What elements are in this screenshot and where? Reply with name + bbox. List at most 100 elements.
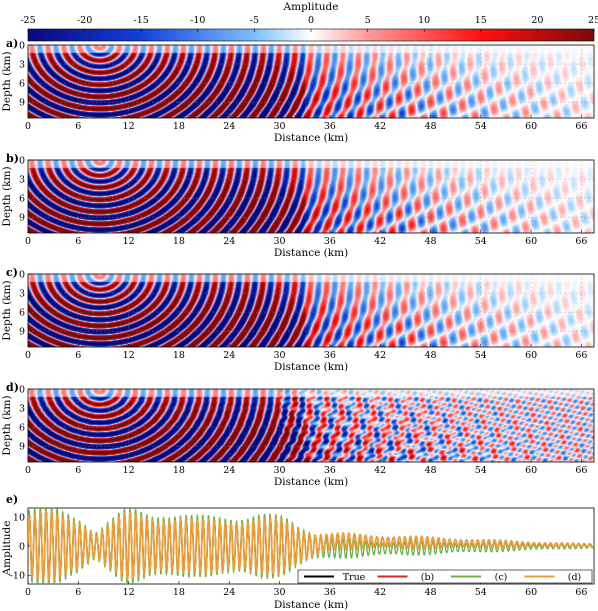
x-tick-label: 30: [274, 350, 286, 361]
x-tick-label: 36: [324, 236, 336, 247]
x-tick-label: 36: [324, 587, 336, 598]
colorbar-tick-label: -15: [134, 15, 149, 26]
x-tick-label: 24: [223, 465, 235, 476]
panel-tag: b): [6, 152, 19, 165]
x-tick-label: 42: [374, 350, 386, 361]
x-tick-label: 18: [173, 587, 185, 598]
legend-label: (b): [421, 572, 435, 583]
panel-frame: [27, 388, 595, 463]
x-tick-label: 12: [123, 465, 135, 476]
x-tick-label: 54: [475, 587, 487, 598]
x-tick-label: 24: [223, 350, 235, 361]
x-tick-label: 66: [575, 587, 587, 598]
x-tick-label: 66: [575, 465, 587, 476]
x-tick-label: 42: [374, 236, 386, 247]
x-tick-label: 36: [324, 465, 336, 476]
chart-series: [28, 508, 594, 584]
y-tick-label: 3: [19, 60, 25, 71]
x-tick-label: 30: [274, 587, 286, 598]
y-tick-label: 0: [19, 542, 25, 553]
panel-tag: c): [6, 266, 18, 279]
y-tick-label: 3: [19, 175, 25, 186]
legend-label: (d): [568, 572, 582, 583]
colorbar-tick-label: 25: [588, 15, 598, 26]
colorbar-tick-label: 0: [308, 15, 314, 26]
legend-box: [297, 569, 593, 584]
y-tick-label: 9: [19, 213, 25, 224]
x-tick-label: 18: [173, 121, 185, 132]
x-tick-label: 12: [123, 587, 135, 598]
x-tick-label: 6: [75, 236, 81, 247]
panel-ylabel: Depth (km): [1, 395, 13, 455]
panel-tag: a): [6, 37, 18, 50]
panel-frame: [27, 273, 595, 348]
x-tick-label: 42: [374, 465, 386, 476]
panel-tag-e: e): [6, 493, 18, 506]
x-tick-label: 0: [25, 121, 31, 132]
panel-frame: [27, 44, 595, 119]
colorbar-tick-label: -25: [20, 15, 35, 26]
colorbar-tick-label: -10: [190, 15, 205, 26]
panel-tag: d): [6, 381, 19, 394]
colorbar-ticks: -25 -20 -15 -10 -5 0 5 10 15 20 25: [20, 15, 598, 32]
x-tick-label: 0: [25, 350, 31, 361]
x-tick-label: 60: [525, 587, 537, 598]
x-tick-label: 6: [75, 465, 81, 476]
series-line-d: [28, 508, 594, 583]
y-tick-label: 0: [19, 41, 25, 52]
wavefield-image: [28, 274, 594, 347]
colorbar-label: Amplitude: [283, 1, 339, 13]
legend-label: True: [343, 572, 366, 583]
x-tick-label: 60: [525, 465, 537, 476]
colorbar-tick-label: 20: [531, 15, 543, 26]
colorbar: Amplitude -25 -20 -15 -10 -5 0 5 10 15 20 25: [20, 1, 598, 42]
x-tick-label: 42: [374, 587, 386, 598]
x-tick-label: 12: [123, 350, 135, 361]
y-tick-label: 9: [19, 327, 25, 338]
wavefield-image: [28, 45, 594, 118]
wavefield-image: [28, 160, 594, 233]
y-tick-label: 6: [19, 423, 25, 434]
y-tick-label: 10: [13, 512, 25, 523]
x-tick-label: 6: [75, 121, 81, 132]
colorbar-tick-label: -5: [250, 15, 259, 26]
x-tick-label: 66: [575, 121, 587, 132]
y-tick-label: -10: [10, 571, 25, 582]
x-tick-label: 48: [424, 350, 436, 361]
panel-ylabel: Depth (km): [1, 51, 13, 111]
x-tick-label: 66: [575, 236, 587, 247]
x-tick-label: 60: [525, 121, 537, 132]
x-tick-label: 0: [25, 587, 31, 598]
x-tick-label: 54: [475, 465, 487, 476]
x-tick-label: 48: [424, 587, 436, 598]
wavefield-image: [28, 389, 594, 462]
chart-legend: True (b) (c) (d): [297, 569, 593, 584]
panel-xlabel: Distance (km): [274, 247, 348, 259]
panel-xlabel: Distance (km): [274, 132, 348, 144]
x-tick-label: 30: [274, 121, 286, 132]
x-tick-label: 18: [173, 236, 185, 247]
x-tick-label: 66: [575, 350, 587, 361]
y-tick-label: 0: [19, 156, 25, 167]
chart-ylabel: Amplitude: [1, 521, 13, 577]
x-tick-label: 30: [274, 236, 286, 247]
y-tick-label: 9: [19, 442, 25, 453]
y-tick-label: 3: [19, 404, 25, 415]
y-tick-label: 3: [19, 289, 25, 300]
y-tick-label: 0: [19, 270, 25, 281]
legend-label: (c): [495, 572, 508, 583]
x-tick-label: 54: [475, 236, 487, 247]
x-tick-label: 0: [25, 236, 31, 247]
x-tick-label: 6: [75, 587, 81, 598]
x-tick-label: 24: [223, 587, 235, 598]
x-tick-label: 12: [123, 121, 135, 132]
colorbar-tick-label: 5: [365, 15, 371, 26]
colorbar-tick-label: -20: [77, 15, 92, 26]
x-tick-label: 0: [25, 465, 31, 476]
x-tick-label: 54: [475, 121, 487, 132]
